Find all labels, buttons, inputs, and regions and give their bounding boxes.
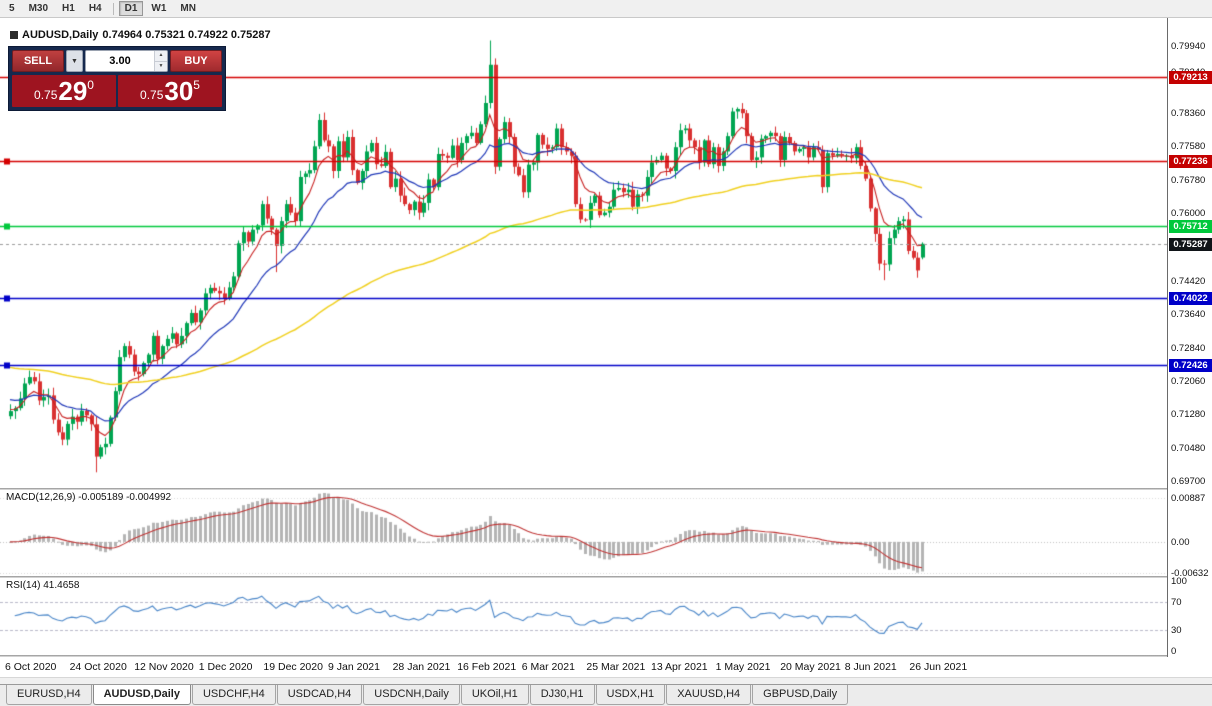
macd-tick-label: 0.00887 (1171, 493, 1206, 505)
chart-tab-usdchf-h4[interactable]: USDCHF,H4 (191, 685, 276, 705)
chart-tab-gbpusd-daily[interactable]: GBPUSD,Daily (752, 685, 849, 705)
price-tick-label: 0.79940 (1171, 41, 1206, 53)
chart-tab-eurusd-h4[interactable]: EURUSD,H4 (6, 685, 92, 705)
date-label: 26 Jun 2021 (909, 661, 968, 673)
date-label: 13 Apr 2021 (651, 661, 708, 673)
timeframe-button-d1[interactable]: D1 (118, 1, 144, 16)
date-label: 6 Mar 2021 (521, 661, 575, 673)
date-label: 6 Oct 2020 (5, 661, 57, 673)
date-label: 19 Dec 2020 (263, 661, 323, 673)
timeframe-button-w1[interactable]: W1 (151, 3, 167, 14)
price-tick-label: 0.70480 (1171, 443, 1206, 455)
date-label: 16 Feb 2021 (457, 661, 517, 673)
macd-indicator-label: MACD(12,26,9) -0.005189 -0.004992 (6, 492, 172, 503)
ohlc-values: 0.74964 0.75321 0.74922 0.75287 (102, 29, 271, 41)
chart-scroll-area[interactable] (0, 677, 1212, 685)
price-tick-label: 0.76000 (1171, 208, 1206, 220)
pane-separator[interactable] (0, 488, 1212, 490)
price-axis: 0.799400.793400.783600.775800.767800.760… (1167, 18, 1212, 657)
date-label: 20 May 2021 (780, 661, 841, 673)
buy-price-display[interactable]: 0.75 30 5 (118, 75, 222, 107)
buy-price-sup: 5 (193, 78, 200, 92)
buy-button[interactable]: BUY (170, 50, 222, 72)
rsi-indicator-label: RSI(14) 41.4658 (6, 580, 80, 591)
one-click-trading-panel: SELL ▼ ▲ ▼ BUY 0.75 29 0 0.75 30 5 (8, 46, 226, 111)
chart-ohlc-label: AUDUSD,Daily 0.74964 0.75321 0.74922 0.7… (10, 29, 271, 41)
chart-tab-audusd-daily[interactable]: AUDUSD,Daily (92, 685, 191, 705)
rsi-tick-label: 70 (1171, 597, 1182, 608)
price-tick-label: 0.78360 (1171, 108, 1206, 120)
pane-separator (0, 655, 1212, 657)
rsi-canvas[interactable] (0, 578, 1167, 655)
chart-tab-xauusd-h4[interactable]: XAUUSD,H4 (666, 685, 752, 705)
price-tick-label: 0.74420 (1171, 275, 1206, 287)
chart-tab-ukoil-h1[interactable]: UKOil,H1 (460, 685, 529, 705)
macd-tick-label: -0.00632 (1171, 568, 1209, 579)
price-line-badge: 0.75712 (1169, 219, 1212, 233)
date-label: 9 Jan 2021 (328, 661, 380, 673)
sell-price-sup: 0 (87, 78, 94, 92)
chart-window-icon (10, 31, 18, 39)
price-tick-label: 0.72060 (1171, 375, 1206, 387)
date-label: 12 Nov 2020 (134, 661, 194, 673)
toolbar-divider (112, 2, 114, 15)
price-line-badge: 0.72426 (1169, 359, 1212, 373)
timeframe-toolbar: 5 M30 H1 H4 D1 W1 MN (0, 0, 1212, 18)
chevron-down-icon: ▼ (71, 57, 78, 65)
chart-tab-bar: EURUSD,H4 AUDUSD,Daily USDCHF,H4 USDCAD,H4 U… (0, 684, 1212, 706)
sell-button[interactable]: SELL (12, 50, 64, 72)
timeframe-button-h1[interactable]: H1 (62, 3, 75, 14)
volume-stepper[interactable]: ▲ ▼ (154, 51, 167, 71)
chart-tab-usdcnh-daily[interactable]: USDCNH,Daily (363, 685, 460, 705)
pane-separator[interactable] (0, 576, 1212, 578)
spinner-up-icon[interactable]: ▲ (155, 51, 167, 62)
rsi-tick-label: 30 (1171, 625, 1182, 636)
timeframe-button-h4[interactable]: H4 (88, 3, 102, 14)
volume-input[interactable] (86, 51, 154, 71)
macd-canvas[interactable] (0, 490, 1167, 576)
macd-tick-label: 0.00 (1171, 536, 1190, 548)
price-line-badge: 0.74022 (1169, 291, 1212, 305)
spinner-down-icon[interactable]: ▼ (155, 61, 167, 71)
symbol-period-label: AUDUSD,Daily (22, 29, 99, 41)
sell-price-display[interactable]: 0.75 29 0 (12, 75, 116, 107)
date-label: 25 Mar 2021 (586, 661, 646, 673)
buy-price-big: 30 (164, 76, 194, 106)
date-label: 28 Jan 2021 (392, 661, 451, 673)
timeframe-button-5[interactable]: 5 (9, 3, 15, 14)
date-label: 1 Dec 2020 (198, 661, 253, 673)
price-tick-label: 0.76780 (1171, 175, 1206, 187)
price-tick-label: 0.77580 (1171, 141, 1206, 153)
volume-preset-dropdown[interactable]: ▼ (66, 50, 83, 72)
timeframe-button-mn[interactable]: MN (180, 3, 196, 14)
rsi-tick-label: 0 (1171, 646, 1177, 657)
rsi-tick-label: 100 (1171, 576, 1187, 587)
chart-tab-usdcad-h4[interactable]: USDCAD,H4 (276, 685, 363, 705)
price-line-badge: 0.77236 (1169, 154, 1212, 168)
date-label: 1 May 2021 (715, 661, 771, 673)
sell-price-big: 29 (58, 76, 88, 106)
date-label: 24 Oct 2020 (69, 661, 127, 673)
sell-price-small: 0.75 (34, 88, 58, 102)
date-label: 8 Jun 2021 (844, 661, 897, 673)
chart-tab-dj30-h1[interactable]: DJ30,H1 (529, 685, 595, 705)
price-tick-label: 0.73640 (1171, 308, 1206, 320)
chart-tab-usdx-h1[interactable]: USDX,H1 (595, 685, 666, 705)
price-tick-label: 0.72840 (1171, 342, 1206, 354)
price-line-badge: 0.75287 (1169, 237, 1212, 251)
timeframe-button-m30[interactable]: M30 (28, 3, 49, 14)
date-axis: 6 Oct 2020 24 Oct 2020 12 Nov 2020 1 Dec 20… (0, 657, 1212, 677)
buy-price-small: 0.75 (140, 88, 164, 102)
price-line-badge: 0.79213 (1169, 70, 1212, 84)
price-tick-label: 0.69700 (1171, 476, 1206, 488)
price-tick-label: 0.71280 (1171, 409, 1206, 421)
